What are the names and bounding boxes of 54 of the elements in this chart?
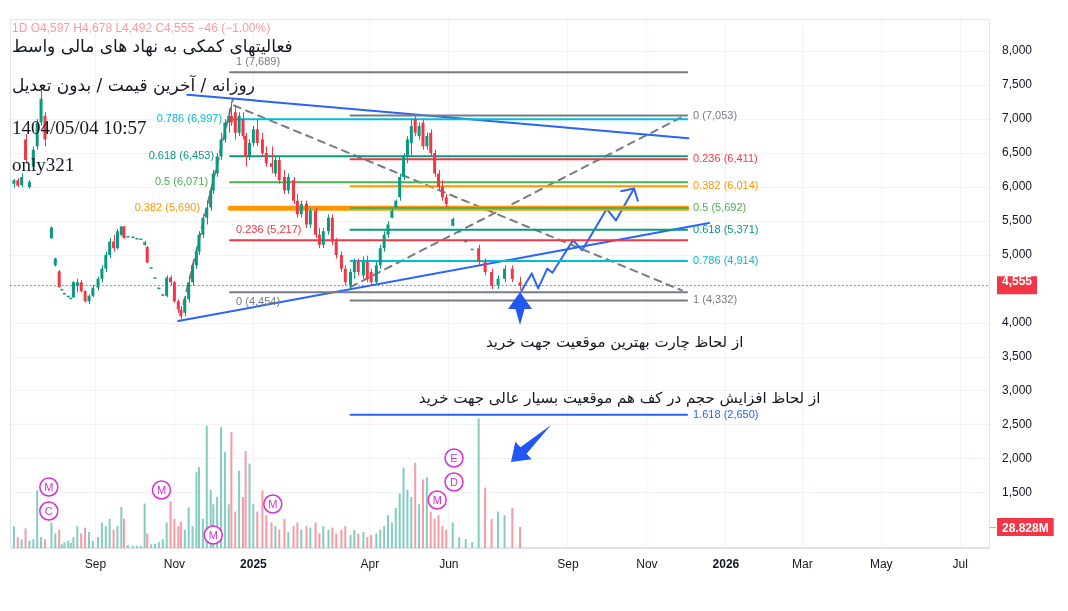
ref-line-label: 4,555 [1002, 274, 1033, 289]
annotation: M [208, 528, 218, 541]
text: 0.382 (5,690) [134, 201, 201, 214]
x-tick-label: Apr [360, 556, 380, 571]
y-tick-label: 1,500 [1002, 485, 1033, 500]
series-label: 1 (7,689) [236, 55, 281, 68]
annotation: M [268, 497, 278, 510]
text: فعالیتهای کمکی به نهاد های مالی واسط [12, 35, 293, 57]
series-label: 0.5 (5,692) [693, 201, 747, 214]
text: روزانه / آخرین قیمت / بدون تعدیل [12, 73, 255, 95]
annotation: E [450, 451, 458, 464]
annotation: M [44, 480, 54, 493]
y-tick-label: 6,000 [1002, 179, 1033, 194]
annotation: 1D O4,597 H4,678 L4,492 C4,555 −46 (−1.00%) [12, 20, 271, 35]
x-tick-label: Sep [557, 556, 579, 571]
y-tick-label: 5,500 [1002, 213, 1033, 228]
y-tick-label: 2,000 [1002, 451, 1033, 466]
annotation: M [156, 483, 167, 496]
x-tick-label: May [869, 556, 893, 571]
annotation: از لحاظ افزایش حجم در کف هم موقعیت بسیار عالی جهت خرید [418, 388, 821, 407]
y-tick-label: 8,000 [1002, 43, 1033, 58]
y-tick-label: 2,500 [1002, 417, 1033, 432]
x-tick-label: Jul [952, 556, 968, 571]
y-tick-label: 7,000 [1002, 111, 1033, 126]
x-tick-label: Mar [791, 556, 813, 571]
x-tick-label: Jun [439, 556, 459, 571]
annotation: C [44, 504, 53, 517]
annotation: D [450, 475, 459, 488]
x-tick-label: 2025 [240, 556, 268, 571]
annotation: از لحاظ چارت بهترین موقعیت جهت خرید [485, 333, 744, 352]
series-label: 1.618 (2,650) [693, 407, 759, 420]
series-label: 0 (7,053) [693, 108, 738, 121]
series-label: 1 (4,332) [693, 293, 738, 306]
text: 0.5 (6,071) [154, 175, 209, 188]
y2-tick-label: 28.828M [1002, 520, 1049, 535]
annotation: M [432, 493, 442, 506]
y-tick-label: 7,500 [1002, 77, 1033, 92]
series-label: 0.786 (6,997) [156, 112, 223, 125]
x-tick-label: Nov [163, 556, 186, 571]
series-label: 0.786 (4,914) [693, 253, 759, 266]
x-tick-label: 2026 [712, 556, 740, 571]
series-label: 0.618 (5,371) [693, 222, 759, 235]
y-tick-label: 3,000 [1002, 383, 1033, 398]
y-tick-label: 4,000 [1002, 315, 1033, 330]
y-tick-label: 6,500 [1002, 145, 1033, 160]
x-tick-label: Sep [84, 556, 107, 571]
series-label: 0.236 (6,411) [693, 152, 758, 165]
series-label: 0.618 (6,453) [148, 149, 215, 162]
series-label: 0.382 (6,014) [693, 179, 759, 192]
y-tick-label: 5,000 [1002, 247, 1033, 262]
series-label: 0 (4,454) [236, 295, 281, 308]
x-tick-label: Nov [636, 556, 658, 571]
y-tick-label: 3,500 [1002, 349, 1033, 364]
series-label: 0.236 (5,217) [236, 223, 302, 236]
